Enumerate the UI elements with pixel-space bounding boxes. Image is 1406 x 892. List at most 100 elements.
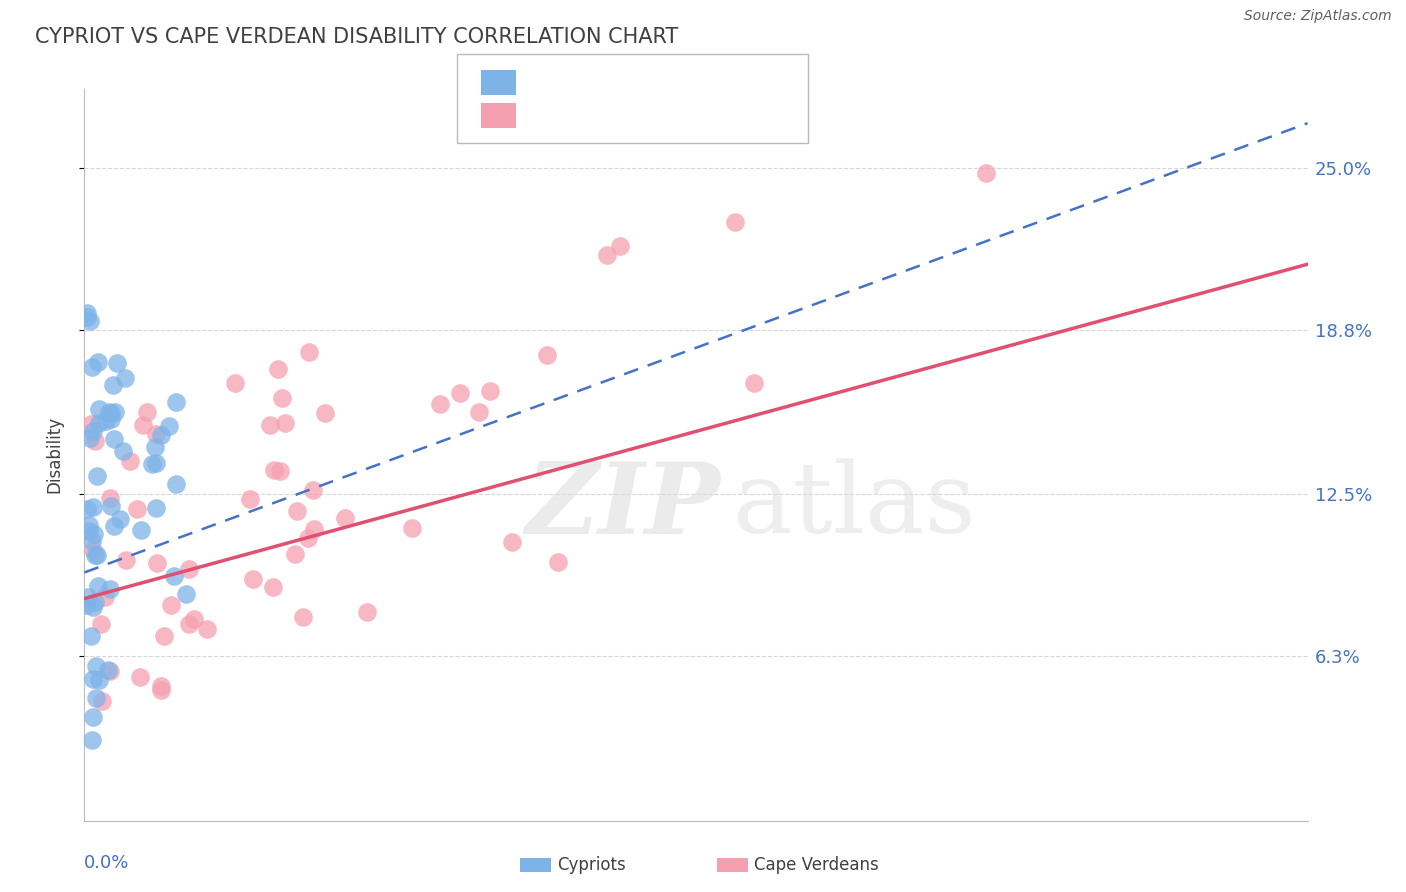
Point (84, 658, 107, 673)
Point (114, 371, 136, 385)
Point (131, 418, 153, 433)
Point (83, 527, 105, 541)
Point (146, 556, 169, 570)
Point (263, 463, 285, 477)
Point (82, 599, 104, 614)
Point (429, 397, 451, 411)
Point (82, 672, 104, 686)
Point (86, 468, 108, 483)
Y-axis label: Disability: Disability (45, 417, 63, 493)
Point (298, 345, 321, 359)
Point (79, 314, 101, 328)
Point (165, 395, 187, 409)
Point (82, 359, 104, 374)
Point (103, 432, 125, 446)
Point (90, 617, 112, 632)
Point (98, 405, 121, 419)
Text: 0.0%: 0.0% (84, 854, 129, 871)
Point (80, 732, 103, 747)
Point (976, 166, 998, 180)
Point (100, 499, 122, 513)
Point (149, 683, 172, 698)
Point (87, 402, 110, 417)
Point (128, 670, 150, 684)
Point (160, 598, 183, 612)
Point (149, 428, 172, 442)
Point (82, 424, 104, 438)
Point (501, 535, 523, 549)
Point (98, 664, 121, 678)
Point (297, 531, 319, 545)
Point (609, 239, 631, 253)
Point (291, 610, 314, 624)
Point (82, 534, 104, 549)
Point (269, 464, 291, 478)
Point (103, 378, 125, 392)
Point (84, 595, 107, 609)
Point (314, 406, 336, 420)
Point (744, 376, 766, 390)
Text: ZIP: ZIP (526, 458, 720, 554)
Point (274, 416, 297, 430)
Point (84, 691, 107, 706)
Text: atlas: atlas (733, 458, 976, 554)
Point (145, 456, 167, 470)
Point (183, 612, 205, 626)
Point (104, 405, 127, 419)
Point (479, 384, 502, 398)
Point (120, 453, 142, 467)
Point (239, 491, 262, 506)
Point (125, 502, 148, 516)
Point (285, 504, 308, 518)
Point (449, 386, 471, 401)
Point (242, 572, 264, 586)
Point (724, 215, 747, 229)
Point (98, 491, 121, 505)
Text: Cape Verdeans: Cape Verdeans (754, 856, 879, 874)
Point (536, 348, 558, 362)
Point (80, 629, 103, 643)
Point (165, 476, 187, 491)
Point (100, 412, 122, 426)
Point (86, 548, 108, 562)
Point (84, 434, 107, 449)
Point (547, 555, 569, 569)
Text: Source: ZipAtlas.com: Source: ZipAtlas.com (1244, 9, 1392, 23)
Point (94, 590, 117, 604)
Text: Cypriots: Cypriots (557, 856, 626, 874)
Point (79, 431, 101, 445)
Point (112, 443, 135, 458)
Point (145, 427, 167, 442)
Point (87, 673, 110, 688)
Point (157, 418, 180, 433)
Point (82, 500, 104, 515)
Point (163, 569, 186, 583)
Point (87, 355, 110, 369)
Point (105, 356, 128, 370)
Point (468, 405, 491, 419)
Point (87, 579, 110, 593)
Point (141, 457, 163, 471)
Point (77, 524, 100, 539)
Point (302, 483, 325, 498)
Point (259, 417, 281, 432)
Point (145, 500, 167, 515)
Point (103, 519, 125, 533)
Point (596, 248, 619, 262)
Point (270, 391, 292, 405)
Point (262, 580, 284, 594)
Point (153, 628, 176, 642)
Point (115, 553, 138, 567)
Point (94, 414, 117, 428)
Point (356, 605, 378, 619)
Text: R =  0.113   N = 56: R = 0.113 N = 56 (530, 74, 706, 92)
Point (108, 512, 131, 526)
Point (129, 523, 152, 537)
Point (76, 310, 98, 325)
Point (284, 547, 307, 561)
Point (82, 543, 104, 558)
Point (77, 518, 100, 533)
Point (76, 591, 98, 605)
Point (195, 622, 218, 636)
Point (76, 306, 98, 320)
